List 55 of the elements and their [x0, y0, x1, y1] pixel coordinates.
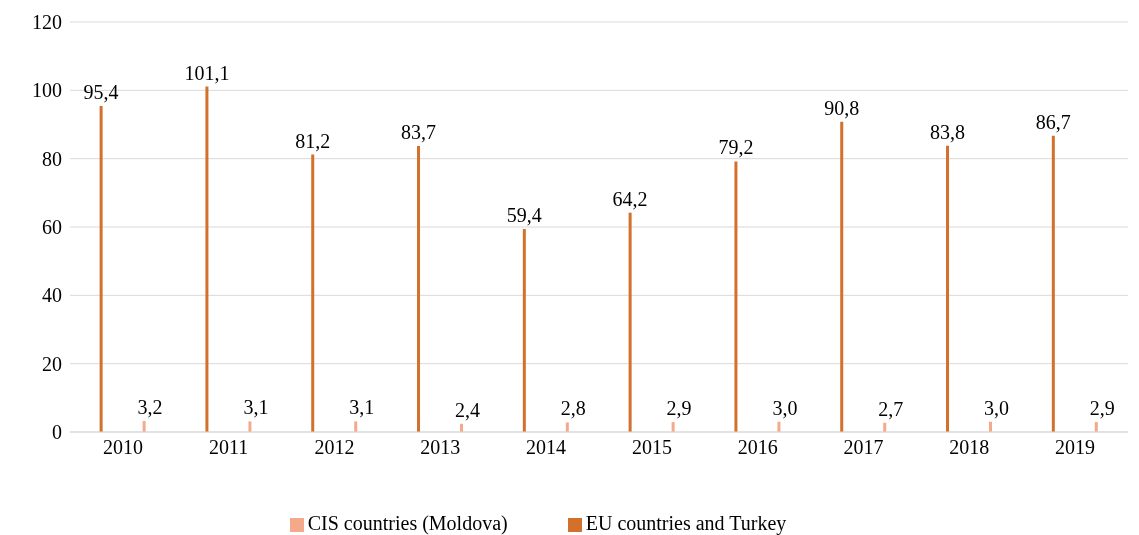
data-label: 3,1	[243, 396, 269, 419]
data-label: 83,8	[930, 120, 966, 143]
data-label: 59,4	[506, 204, 542, 227]
y-tick-label: 60	[42, 216, 62, 239]
x-tick-label: 2016	[737, 436, 778, 459]
x-tick-label: 2019	[1055, 436, 1096, 459]
data-label: 3,2	[137, 396, 163, 419]
bar	[565, 422, 569, 432]
y-tick-label: 0	[52, 421, 62, 444]
bar	[354, 421, 358, 432]
x-tick-label: 2012	[314, 436, 355, 459]
bar	[248, 421, 252, 432]
bar	[734, 161, 738, 432]
data-label: 3,0	[984, 396, 1010, 419]
x-tick-label: 2010	[102, 436, 143, 459]
data-label: 79,2	[718, 136, 754, 159]
bar	[1094, 422, 1098, 432]
legend-label: EU countries and Turkey	[585, 512, 787, 534]
data-label: 90,8	[824, 96, 860, 119]
bar	[99, 106, 103, 432]
y-tick-label: 20	[42, 352, 62, 375]
bar	[1051, 135, 1055, 432]
legend-label: CIS countries (Moldova)	[307, 512, 508, 534]
data-label: 86,7	[1035, 110, 1071, 133]
x-tick-label: 2015	[631, 436, 672, 459]
bar	[522, 229, 526, 432]
bar	[311, 154, 315, 432]
data-label: 2,9	[1089, 397, 1115, 420]
y-tick-label: 120	[32, 11, 62, 34]
x-tick-label: 2013	[420, 436, 461, 459]
x-tick-label: 2017	[843, 436, 884, 459]
x-tick-label: 2011	[209, 436, 249, 459]
y-tick-label: 40	[42, 284, 62, 307]
data-label: 2,9	[666, 397, 692, 420]
data-label: 95,4	[83, 81, 119, 104]
y-tick-label: 100	[32, 79, 62, 102]
data-label: 64,2	[612, 187, 648, 210]
data-label: 3,0	[772, 396, 798, 419]
data-label: 81,2	[295, 129, 331, 152]
data-label: 2,8	[560, 397, 586, 420]
bar	[671, 422, 675, 432]
bar	[628, 212, 632, 432]
x-tick-label: 2014	[526, 436, 567, 459]
y-tick-label: 80	[42, 147, 62, 170]
data-label: 2,4	[455, 398, 481, 421]
data-label: 83,7	[401, 121, 437, 144]
x-tick-label: 2018	[949, 436, 990, 459]
bar	[205, 86, 209, 432]
bar	[417, 146, 421, 432]
data-label: 2,7	[878, 397, 904, 420]
bar	[142, 421, 146, 432]
bar	[946, 145, 950, 432]
data-label: 101,1	[184, 61, 230, 84]
data-label: 3,1	[349, 396, 375, 419]
bar	[840, 121, 844, 432]
